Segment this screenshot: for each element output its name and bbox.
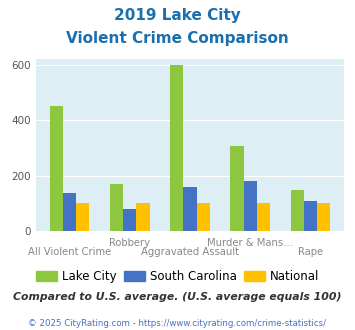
Text: 2019 Lake City: 2019 Lake City — [114, 8, 241, 23]
Text: Rape: Rape — [298, 247, 323, 257]
Text: Murder & Mans...: Murder & Mans... — [207, 238, 293, 248]
Bar — [317, 203, 330, 231]
Text: All Violent Crime: All Violent Crime — [28, 247, 111, 257]
Bar — [197, 203, 210, 231]
Bar — [123, 209, 136, 231]
Text: Compared to U.S. average. (U.S. average equals 100): Compared to U.S. average. (U.S. average … — [13, 292, 342, 302]
Bar — [290, 190, 304, 231]
Bar — [50, 107, 63, 231]
Bar — [170, 65, 183, 231]
Text: Robbery: Robbery — [109, 238, 150, 248]
Bar — [183, 187, 197, 231]
Bar — [304, 201, 317, 231]
Legend: Lake City, South Carolina, National: Lake City, South Carolina, National — [31, 265, 324, 287]
Bar — [230, 146, 244, 231]
Bar — [244, 181, 257, 231]
Bar — [110, 184, 123, 231]
Bar — [76, 203, 89, 231]
Bar — [63, 193, 76, 231]
Bar — [136, 203, 149, 231]
Bar — [257, 203, 270, 231]
Text: © 2025 CityRating.com - https://www.cityrating.com/crime-statistics/: © 2025 CityRating.com - https://www.city… — [28, 319, 327, 328]
Text: Violent Crime Comparison: Violent Crime Comparison — [66, 31, 289, 46]
Text: Aggravated Assault: Aggravated Assault — [141, 247, 239, 257]
